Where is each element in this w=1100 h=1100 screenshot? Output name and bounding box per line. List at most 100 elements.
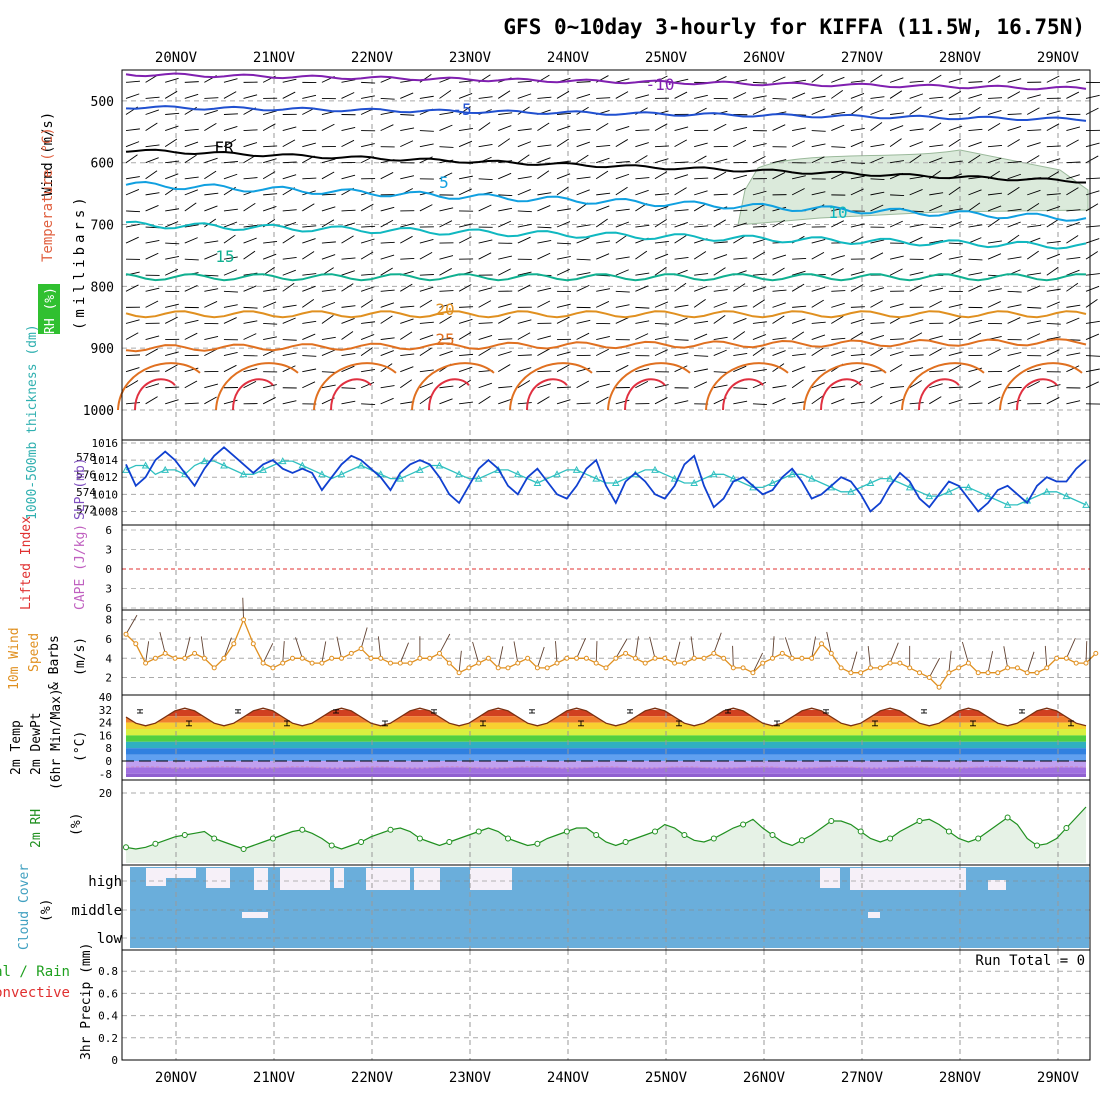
wind-barb xyxy=(145,144,160,148)
wind-barb xyxy=(458,175,473,180)
isotherm-25-loop xyxy=(509,362,593,411)
isotherm-25-loop xyxy=(117,362,201,411)
wind-barb xyxy=(556,351,571,357)
wind-barb xyxy=(1085,190,1100,196)
wind-barb xyxy=(184,189,199,196)
wind10-barb xyxy=(537,646,545,669)
wind-barb xyxy=(772,159,787,164)
wind-barb xyxy=(478,322,493,324)
wind-barb xyxy=(968,284,982,292)
wind-barb xyxy=(302,298,315,308)
wind-barb xyxy=(1066,78,1081,83)
wind-barb xyxy=(694,94,708,99)
wind10-barb xyxy=(336,636,342,659)
temp2-panel-labels: 2m Temp 2m DewPt (6hr Min/Max) (°C) xyxy=(9,688,88,790)
wind-barb xyxy=(772,76,786,83)
wind10-barb xyxy=(713,632,722,654)
wind-barb xyxy=(929,96,944,99)
wind-barb xyxy=(184,332,198,340)
wind-barb xyxy=(948,242,963,245)
wind10-barb xyxy=(867,645,871,668)
isotherm-30-loop xyxy=(820,378,862,411)
thickness-tick-label: 578 xyxy=(76,451,96,464)
isotherm-line xyxy=(125,180,1087,222)
wind10-point xyxy=(975,670,981,676)
wind-barb xyxy=(498,303,512,308)
wind10-point xyxy=(613,655,619,661)
thickness-marker xyxy=(572,465,581,473)
wind-barb xyxy=(184,141,199,148)
rh2-tick-label: 20 xyxy=(99,787,112,800)
wind-barb xyxy=(792,401,807,405)
wind-barb xyxy=(1066,174,1080,180)
slp-tick-label: 1012 xyxy=(92,471,119,484)
wind-barb xyxy=(497,90,511,99)
wind-barb xyxy=(204,240,219,244)
precip-tick-label: 0.8 xyxy=(98,965,118,978)
rh2-point xyxy=(798,837,805,844)
wind-barb xyxy=(341,305,356,308)
wind-barb xyxy=(693,155,707,164)
data-layer: -10 -5 FR 5 10 15 20 25 xyxy=(117,72,1100,852)
thickness-line xyxy=(125,460,1087,506)
wind-barb xyxy=(517,271,532,276)
wind-barb xyxy=(1066,304,1081,308)
wind-barb xyxy=(968,81,983,83)
precip-tick-label: 0.2 xyxy=(98,1032,118,1045)
wind-barb xyxy=(341,318,355,324)
wind-barb xyxy=(596,205,610,212)
wind-barb xyxy=(165,399,179,405)
chart-title: GFS 0~10day 3-hourly for KIFFA (11.5W, 1… xyxy=(503,15,1085,39)
wind-barb xyxy=(674,78,689,83)
temp-color-band xyxy=(126,754,1086,761)
wind-barb xyxy=(361,225,376,228)
wind-barb xyxy=(850,106,863,115)
wind-barb xyxy=(380,350,394,357)
wind-barb xyxy=(694,225,709,228)
wind10-point xyxy=(280,660,286,666)
wind-barb xyxy=(537,335,552,340)
wind-barb xyxy=(400,127,415,132)
wind-barb xyxy=(1007,186,1020,196)
wind10-point xyxy=(143,660,149,666)
wind-barb xyxy=(850,401,865,405)
wind-barb xyxy=(929,287,944,292)
wind-barb xyxy=(243,306,258,309)
wind-barb xyxy=(968,154,981,164)
thickness-marker xyxy=(905,483,914,491)
wind-barb xyxy=(204,192,219,196)
wind10-barb xyxy=(595,641,598,664)
cloud-gap xyxy=(850,868,893,890)
wind-barb xyxy=(361,403,376,406)
wind-barb xyxy=(400,283,413,292)
wind-barb xyxy=(693,333,708,340)
wind-barb xyxy=(498,112,513,115)
thickness-marker xyxy=(945,487,953,495)
thickness-marker xyxy=(318,470,326,478)
wind-barb xyxy=(537,287,552,292)
wind10-barb xyxy=(159,631,166,654)
wind-barb xyxy=(870,109,884,115)
wind-barb xyxy=(1027,107,1040,115)
date-label-top: 24NOV xyxy=(547,50,590,66)
slp-tick-label: 1014 xyxy=(92,454,119,467)
wind-barb xyxy=(537,205,551,212)
wind-barb xyxy=(282,222,297,228)
wind-barb xyxy=(125,402,140,405)
wind-barb xyxy=(968,106,981,115)
wind-barb xyxy=(1007,352,1022,357)
wind-barb xyxy=(615,78,630,83)
wind-barb xyxy=(1007,256,1022,260)
wind-barb xyxy=(968,380,981,389)
wind-barb xyxy=(282,269,296,276)
wind-barb xyxy=(165,242,180,245)
wind10-point xyxy=(809,655,815,661)
wind-barb xyxy=(968,93,982,99)
wind-barb xyxy=(831,255,845,260)
date-label-bottom: 21NOV xyxy=(253,1070,296,1086)
wind-barb xyxy=(243,94,258,99)
wind-barb xyxy=(380,254,395,260)
wind-barb xyxy=(321,158,336,164)
wind-barb xyxy=(811,130,826,132)
wind-barb xyxy=(1066,317,1080,324)
